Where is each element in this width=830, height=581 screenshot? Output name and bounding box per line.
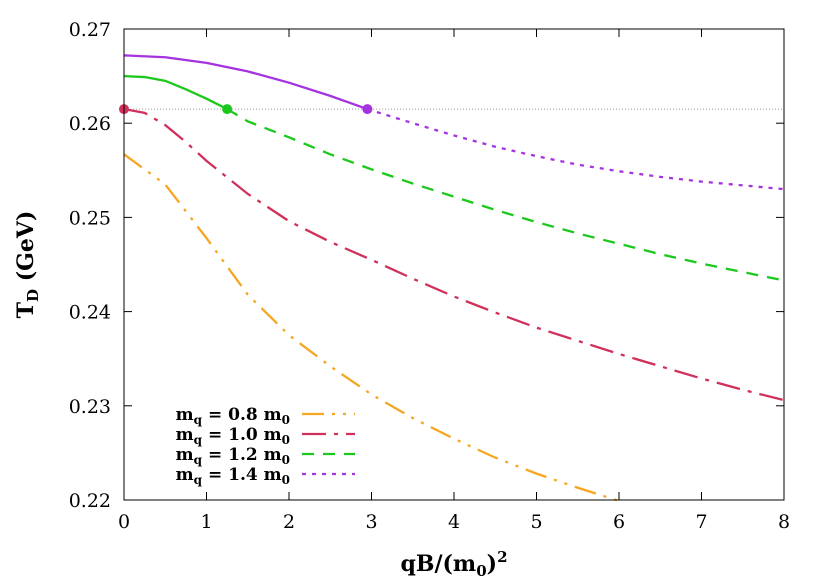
transition-marker-2 — [362, 104, 373, 115]
x-axis-title-sub: 0 — [476, 562, 486, 580]
tick-layer: 0 1 2 3 4 5 6 7 8 0.22 0.23 0.24 0.25 0.26 0.27 — [69, 19, 790, 533]
series-line-solid-2 — [123, 74, 228, 111]
x-tick-label: 8 — [778, 511, 790, 533]
x-tick-label: 7 — [695, 511, 707, 533]
y-tick-label: 0.24 — [69, 302, 111, 324]
y-axis-title-main: T — [13, 301, 39, 318]
y-axis-title: TD (GeV) — [13, 211, 42, 319]
x-tick-label: 0 — [118, 511, 130, 533]
series-line-solid-3 — [123, 54, 368, 111]
x-axis-title-close: ) — [487, 551, 497, 577]
x-tick-label: 4 — [448, 511, 460, 533]
x-tick-label: 1 — [200, 511, 212, 533]
x-tick-label: 5 — [530, 511, 542, 533]
legend-label-2: mq = 1.2 m0 — [176, 445, 290, 467]
y-tick-label: 0.23 — [69, 396, 111, 418]
y-axis-title-sub: D — [24, 289, 42, 302]
series-line-0 — [123, 153, 620, 503]
x-axis-title: qB/(m0)2 — [401, 548, 508, 580]
x-tick-label: 2 — [283, 511, 295, 533]
y-tick-label: 0.22 — [69, 490, 111, 512]
series-line-dashed-3 — [367, 107, 785, 191]
series-line-1 — [123, 107, 785, 402]
x-axis-title-sup: 2 — [497, 548, 507, 566]
series-line-dashed-2 — [226, 108, 785, 282]
x-tick-label: 6 — [613, 511, 625, 533]
y-tick-label: 0.27 — [69, 19, 111, 41]
y-axis-title-unit: (GeV) — [13, 211, 39, 289]
series-layer — [123, 54, 785, 503]
transition-marker-1 — [222, 104, 233, 115]
marker-layer — [119, 104, 373, 115]
x-tick-label: 3 — [365, 511, 377, 533]
x-axis-title-main: qB/(m — [401, 551, 477, 577]
legend-label-0: mq = 0.8 m0 — [176, 405, 290, 427]
legend-label-3: mq = 1.4 m0 — [176, 465, 290, 487]
y-tick-label: 0.25 — [69, 207, 111, 229]
y-tick-label: 0.26 — [69, 113, 111, 135]
legend-label-1: mq = 1.0 m0 — [176, 425, 290, 447]
